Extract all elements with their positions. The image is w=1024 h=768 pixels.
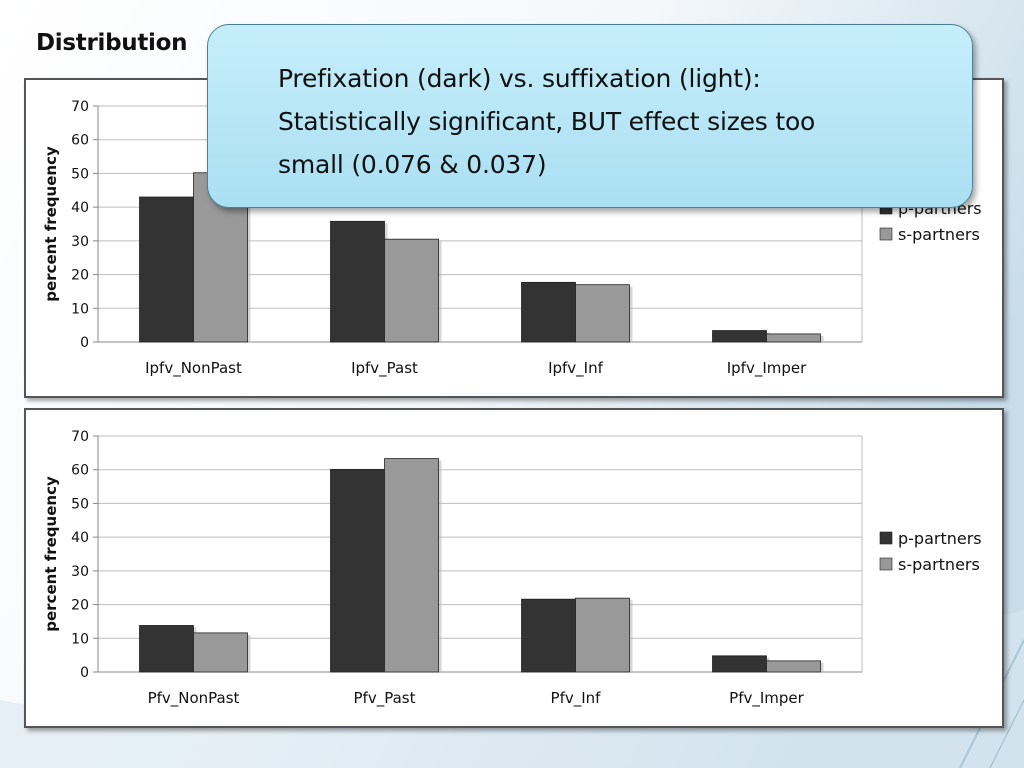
bar [139, 196, 194, 343]
bar [575, 597, 630, 673]
callout-line-3: small (0.076 & 0.037) [278, 150, 547, 179]
legend-label: s-partners [898, 225, 980, 244]
y-tick-label: 50 [71, 496, 89, 512]
x-tick-label: Pfv_Imper [729, 689, 804, 708]
bar [384, 458, 439, 673]
bar [712, 655, 767, 673]
x-tick-label: Ipfv_Past [351, 359, 418, 378]
bar [384, 238, 439, 343]
bar [575, 284, 630, 343]
callout-box: Prefixation (dark) vs. suffixation (ligh… [207, 24, 973, 208]
legend-swatch [879, 531, 893, 545]
y-tick-label: 50 [71, 166, 89, 182]
bar [139, 625, 194, 673]
bar [521, 281, 576, 343]
y-tick-label: 10 [71, 631, 89, 647]
y-tick-label: 60 [71, 463, 89, 479]
x-tick-label: Pfv_NonPast [148, 689, 240, 708]
legend-swatch [879, 557, 893, 571]
callout-line-2: Statistically significant, BUT effect si… [278, 107, 816, 136]
y-tick-label: 30 [71, 234, 89, 250]
legend-label: s-partners [898, 555, 980, 574]
y-tick-label: 30 [71, 564, 89, 580]
legend-label: p-partners [898, 529, 982, 548]
y-tick-label: 0 [80, 665, 89, 681]
x-tick-label: Pfv_Inf [551, 689, 602, 708]
callout-line-1: Prefixation (dark) vs. suffixation (ligh… [278, 64, 761, 93]
y-tick-label: 70 [71, 99, 89, 115]
bar [193, 632, 248, 673]
y-axis-title: percent frequency [42, 476, 60, 632]
x-tick-label: Ipfv_NonPast [145, 359, 242, 378]
y-tick-label: 60 [71, 133, 89, 149]
y-tick-label: 20 [71, 268, 89, 284]
x-tick-label: Pfv_Past [354, 689, 416, 708]
chart-panel-perfective: 0 10 20 30 40 50 60 70 percent frequency Pfv_NonP… [24, 408, 1004, 728]
y-tick-label: 20 [71, 598, 89, 614]
y-axis-title: percent frequency [42, 146, 60, 302]
y-tick-label: 70 [71, 429, 89, 445]
bar [521, 598, 576, 673]
slide-title: Distribution [36, 30, 188, 56]
bar [766, 660, 821, 673]
y-tick-label: 10 [71, 301, 89, 317]
chart-perfective: 0 10 20 30 40 50 60 70 percent frequency Pfv_NonP… [42, 429, 982, 708]
x-tick-label: Ipfv_Inf [548, 359, 604, 378]
chart-imperfective: 0 10 20 30 40 50 60 70 percent frequency Ipfv_Non… [42, 99, 982, 378]
bar [712, 330, 767, 343]
bar [330, 468, 385, 673]
y-tick-label: 40 [71, 530, 89, 546]
x-tick-label: Ipfv_Imper [727, 359, 807, 378]
bar [766, 333, 821, 343]
bar [330, 220, 385, 343]
y-tick-label: 40 [71, 200, 89, 216]
y-tick-label: 0 [80, 335, 89, 351]
legend-swatch [879, 227, 893, 241]
